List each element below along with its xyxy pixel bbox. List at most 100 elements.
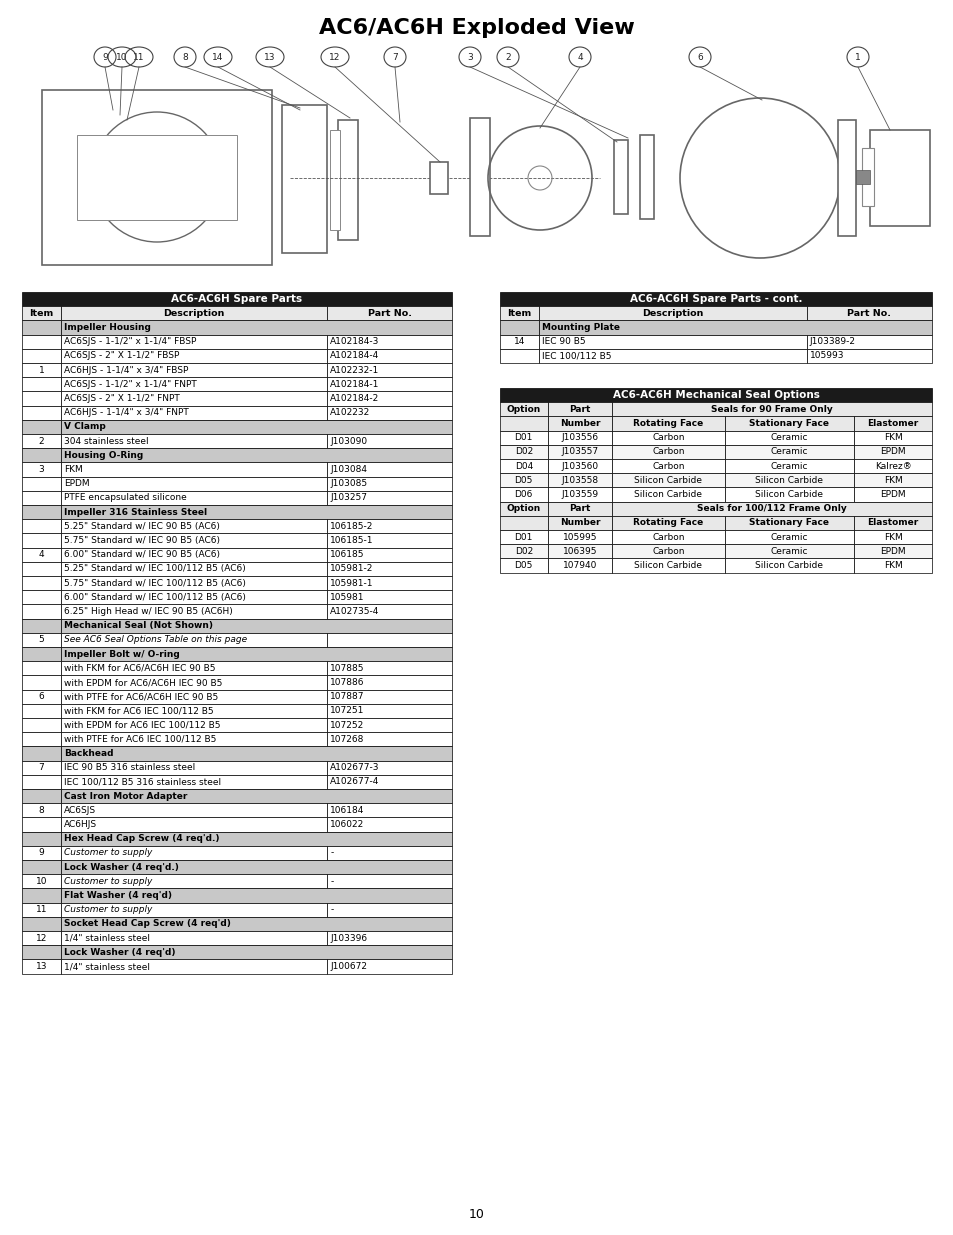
Text: Ceramic: Ceramic [770,532,807,542]
Text: Lock Washer (4 req'd): Lock Washer (4 req'd) [64,947,175,957]
Bar [327,846,452,860]
Text: Seals for 100/112 Frame Only: Seals for 100/112 Frame Only [697,504,846,514]
Text: -: - [330,905,334,914]
Text: AC6SJS - 1-1/2" x 1-1/4" FNPT: AC6SJS - 1-1/2" x 1-1/4" FNPT [64,380,196,389]
Bar [61,534,327,547]
Text: A102232: A102232 [330,409,370,417]
Text: 107886: 107886 [330,678,364,687]
Text: 7: 7 [392,53,397,62]
Bar [862,148,873,206]
Bar [61,931,327,945]
Text: Cast Iron Motor Adapter: Cast Iron Motor Adapter [64,792,187,800]
Text: 9: 9 [38,848,44,857]
Text: with FKM for AC6 IEC 100/112 B5: with FKM for AC6 IEC 100/112 B5 [64,706,213,715]
Text: J103396: J103396 [330,934,367,942]
Bar [61,718,327,732]
Bar [22,661,61,676]
Bar [499,488,547,501]
Text: Stationary Face: Stationary Face [749,419,828,429]
Text: IEC 100/112 B5: IEC 100/112 B5 [541,352,611,361]
Text: Ceramic: Ceramic [770,433,807,442]
Bar [327,689,452,704]
Text: Mounting Plate: Mounting Plate [541,324,619,332]
Bar [22,335,61,348]
Bar [327,960,452,973]
Bar [22,534,61,547]
Bar [547,516,612,530]
Bar [612,501,931,516]
Bar [22,320,61,335]
Bar [22,647,61,661]
Bar [327,903,452,916]
Bar [327,534,452,547]
Text: FKM: FKM [882,532,902,542]
Bar [612,445,724,459]
Text: J103558: J103558 [560,475,598,485]
Text: Impeller Housing: Impeller Housing [64,324,151,332]
Bar [327,661,452,676]
Text: AC6SJS - 2" X 1-1/2" FNPT: AC6SJS - 2" X 1-1/2" FNPT [64,394,179,403]
Text: 12: 12 [35,934,47,942]
Text: J103085: J103085 [330,479,367,488]
Bar [22,420,61,433]
Text: Silicon Carbide: Silicon Carbide [755,490,822,499]
Text: A102677-4: A102677-4 [330,777,379,787]
Bar [837,120,855,236]
Bar [22,462,61,477]
Bar [612,473,724,488]
Text: 107885: 107885 [330,663,364,673]
Bar [22,789,61,803]
Text: Kalrez®: Kalrez® [874,462,910,471]
Text: 5: 5 [38,635,44,645]
Bar [327,676,452,689]
Text: Stationary Face: Stationary Face [749,519,828,527]
Bar [499,291,931,306]
Bar [612,516,724,530]
Bar [853,488,931,501]
Bar [22,860,61,874]
Bar [22,377,61,391]
Bar [22,774,61,789]
Text: 105993: 105993 [809,352,843,361]
Bar [499,306,538,320]
Text: Rotating Face: Rotating Face [633,519,703,527]
Text: See AC6 Seal Options Table on this page: See AC6 Seal Options Table on this page [64,635,247,645]
Text: AC6-AC6H Mechanical Seal Options: AC6-AC6H Mechanical Seal Options [612,390,819,400]
Bar [327,405,452,420]
Text: 106022: 106022 [330,820,364,829]
Text: Elastomer: Elastomer [866,519,918,527]
Bar [22,689,61,704]
Bar [327,704,452,718]
Text: AC6SJS: AC6SJS [64,805,95,815]
Text: A102184-1: A102184-1 [330,380,379,389]
Text: Option: Option [506,405,540,414]
Text: 8: 8 [182,53,188,62]
Bar [639,135,654,219]
Bar [806,348,931,363]
Text: J100672: J100672 [330,962,367,971]
Bar [22,916,61,931]
Bar [724,545,853,558]
Text: 14: 14 [213,53,223,62]
Bar [547,416,612,431]
Bar [327,348,452,363]
Bar [22,391,61,405]
Bar [327,433,452,448]
Bar [61,505,452,519]
Text: EPDM: EPDM [880,490,905,499]
Bar [499,431,547,445]
Text: Seals for 90 Frame Only: Seals for 90 Frame Only [711,405,832,414]
Bar [61,960,327,973]
Bar [724,416,853,431]
Bar [612,488,724,501]
Text: IEC 100/112 B5 316 stainless steel: IEC 100/112 B5 316 stainless steel [64,777,220,787]
Text: 4: 4 [577,53,582,62]
Text: Ceramic: Ceramic [770,547,807,556]
Text: Customer to supply: Customer to supply [64,877,152,885]
Bar [327,818,452,831]
Bar [499,545,547,558]
Bar [22,547,61,562]
Bar [327,391,452,405]
Bar [61,462,327,477]
Text: Option: Option [506,504,540,514]
